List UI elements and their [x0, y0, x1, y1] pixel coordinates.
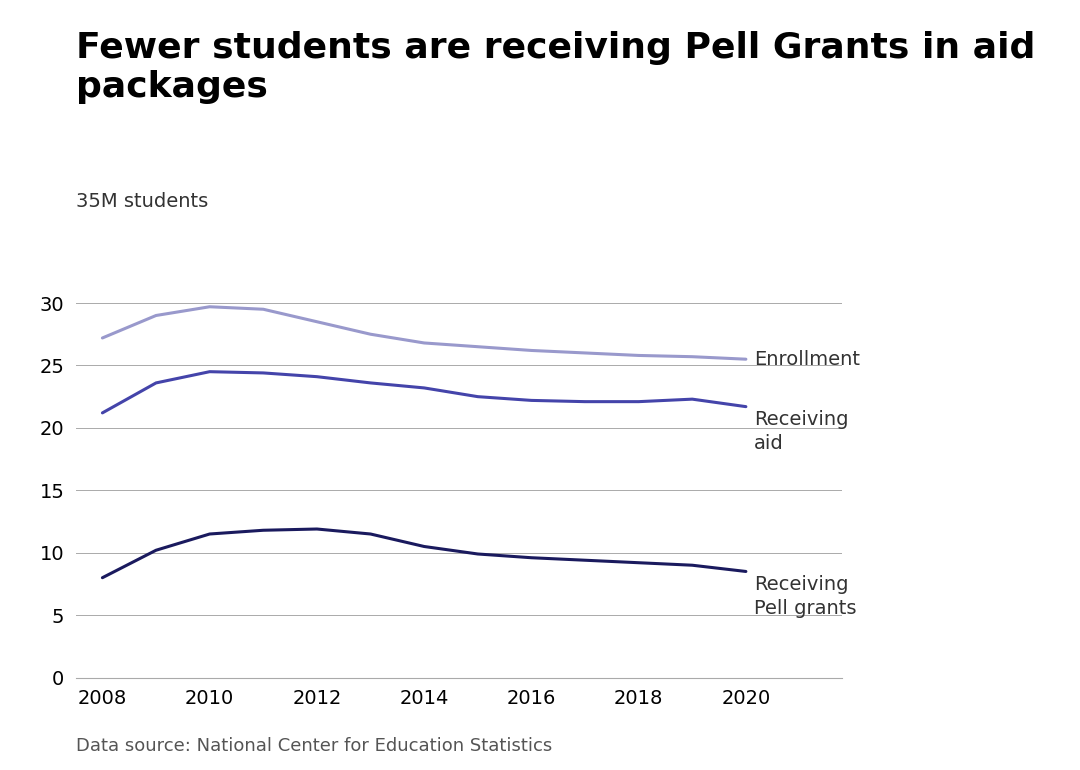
Text: Enrollment: Enrollment	[754, 350, 860, 369]
Text: 35M students: 35M students	[76, 192, 207, 211]
Text: Receiving
aid: Receiving aid	[754, 410, 849, 453]
Text: Fewer students are receiving Pell Grants in aid
packages: Fewer students are receiving Pell Grants…	[76, 31, 1035, 104]
Text: Receiving
Pell grants: Receiving Pell grants	[754, 575, 856, 618]
Text: Data source: National Center for Education Statistics: Data source: National Center for Educati…	[76, 737, 552, 755]
